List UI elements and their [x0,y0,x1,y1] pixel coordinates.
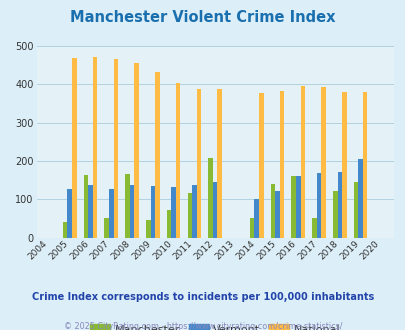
Bar [341,92,346,238]
Bar [125,175,130,238]
Bar [208,158,212,238]
Text: Manchester Violent Crime Index: Manchester Violent Crime Index [70,10,335,25]
Bar [83,175,88,238]
Bar [67,189,72,238]
Bar [291,176,295,238]
Bar [295,176,300,238]
Bar [279,91,283,238]
Bar [171,187,175,238]
Bar [332,191,337,238]
Bar [311,218,316,238]
Bar [146,219,150,238]
Bar [72,58,77,238]
Bar [275,191,279,238]
Text: Crime Index corresponds to incidents per 100,000 inhabitants: Crime Index corresponds to incidents per… [32,292,373,302]
Bar [249,218,254,238]
Legend: Manchester, Vermont, National: Manchester, Vermont, National [85,320,344,330]
Bar [217,89,222,238]
Bar [196,89,201,238]
Bar [109,189,113,238]
Bar [63,221,67,238]
Bar [192,185,196,238]
Bar [300,85,305,238]
Bar [150,186,155,238]
Bar [134,63,139,238]
Bar [270,183,275,238]
Bar [353,182,358,238]
Bar [166,210,171,238]
Text: © 2025 CityRating.com - https://www.cityrating.com/crime-statistics/: © 2025 CityRating.com - https://www.city… [64,322,341,330]
Bar [187,193,192,238]
Bar [258,93,263,238]
Bar [212,182,217,238]
Bar [362,92,367,238]
Bar [337,172,341,238]
Bar [113,59,118,238]
Bar [155,72,159,238]
Bar [104,218,109,238]
Bar [93,56,97,238]
Bar [254,199,258,238]
Bar [88,185,93,238]
Bar [320,87,325,238]
Bar [175,82,180,238]
Bar [316,173,320,238]
Bar [130,185,134,238]
Bar [358,159,362,238]
